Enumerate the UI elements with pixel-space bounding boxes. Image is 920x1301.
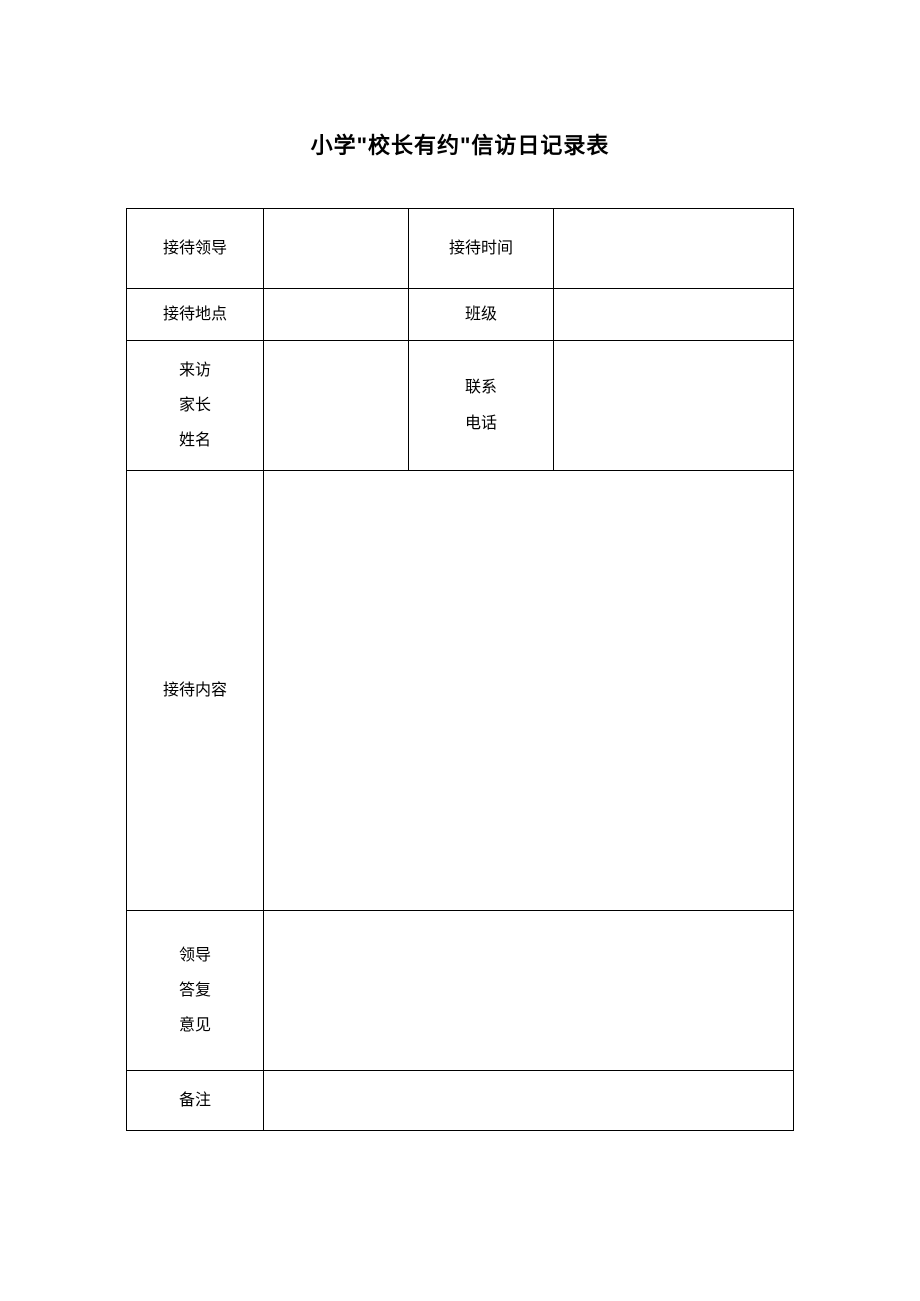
label-line: 领导 xyxy=(127,938,263,973)
label-line: 答复 xyxy=(127,973,263,1008)
label-line: 家长 xyxy=(127,388,263,423)
label-remark: 备注 xyxy=(127,1071,264,1131)
label-line: 联系 xyxy=(409,370,553,405)
value-visitor-parent xyxy=(264,341,409,471)
table-row: 来访 家长 姓名 联系 电话 xyxy=(127,341,794,471)
label-reception-time: 接待时间 xyxy=(409,209,554,289)
label-reception-place: 接待地点 xyxy=(127,289,264,341)
table-row: 接待领导 接待时间 xyxy=(127,209,794,289)
table-row: 接待地点 班级 xyxy=(127,289,794,341)
value-reception-time xyxy=(554,209,794,289)
value-reception-place xyxy=(264,289,409,341)
label-contact-phone: 联系 电话 xyxy=(409,341,554,471)
label-line: 来访 xyxy=(127,353,263,388)
label-line: 意见 xyxy=(127,1008,263,1043)
label-reception-leader: 接待领导 xyxy=(127,209,264,289)
table-row: 接待内容 xyxy=(127,471,794,911)
table-row: 备注 xyxy=(127,1071,794,1131)
page-title: 小学"校长有约"信访日记录表 xyxy=(0,128,920,160)
label-leader-reply: 领导 答复 意见 xyxy=(127,911,264,1071)
label-visitor-parent: 来访 家长 姓名 xyxy=(127,341,264,471)
value-leader-reply xyxy=(264,911,794,1071)
label-reception-content: 接待内容 xyxy=(127,471,264,911)
value-reception-content xyxy=(264,471,794,911)
label-class: 班级 xyxy=(409,289,554,341)
record-form-table: 接待领导 接待时间 接待地点 班级 来访 家长 姓名 联系 电话 接待内容 领导… xyxy=(126,208,794,1131)
label-line: 姓名 xyxy=(127,423,263,458)
table-row: 领导 答复 意见 xyxy=(127,911,794,1071)
value-remark xyxy=(264,1071,794,1131)
value-class xyxy=(554,289,794,341)
value-contact-phone xyxy=(554,341,794,471)
label-line: 电话 xyxy=(409,406,553,441)
value-reception-leader xyxy=(264,209,409,289)
